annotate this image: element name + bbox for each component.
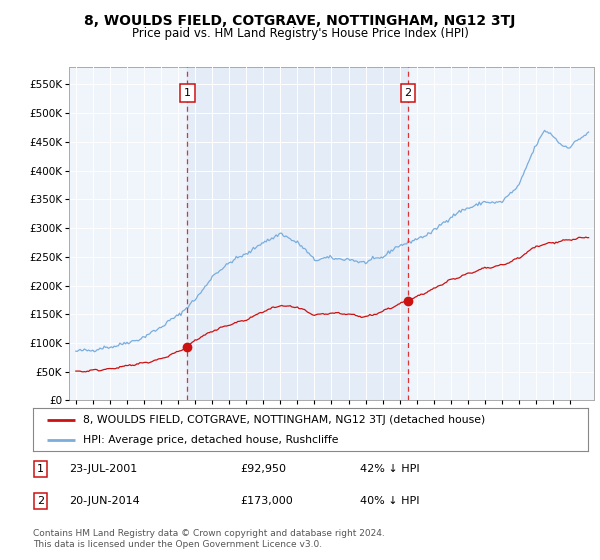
Text: 1: 1 [184, 88, 191, 98]
Text: 8, WOULDS FIELD, COTGRAVE, NOTTINGHAM, NG12 3TJ (detached house): 8, WOULDS FIELD, COTGRAVE, NOTTINGHAM, N… [83, 415, 485, 424]
Text: 20-JUN-2014: 20-JUN-2014 [69, 496, 140, 506]
Text: 8, WOULDS FIELD, COTGRAVE, NOTTINGHAM, NG12 3TJ: 8, WOULDS FIELD, COTGRAVE, NOTTINGHAM, N… [85, 14, 515, 28]
Bar [187, 67, 407, 400]
Text: £92,950: £92,950 [240, 464, 286, 474]
Text: 2: 2 [37, 496, 44, 506]
Text: £173,000: £173,000 [240, 496, 293, 506]
Text: Contains HM Land Registry data © Crown copyright and database right 2024.
This d: Contains HM Land Registry data © Crown c… [33, 529, 385, 549]
Text: 23-JUL-2001: 23-JUL-2001 [69, 464, 137, 474]
Text: 40% ↓ HPI: 40% ↓ HPI [360, 496, 419, 506]
Text: Price paid vs. HM Land Registry's House Price Index (HPI): Price paid vs. HM Land Registry's House … [131, 27, 469, 40]
Text: 2: 2 [404, 88, 411, 98]
Text: 1: 1 [37, 464, 44, 474]
Text: HPI: Average price, detached house, Rushcliffe: HPI: Average price, detached house, Rush… [83, 435, 338, 445]
Text: 42% ↓ HPI: 42% ↓ HPI [360, 464, 419, 474]
